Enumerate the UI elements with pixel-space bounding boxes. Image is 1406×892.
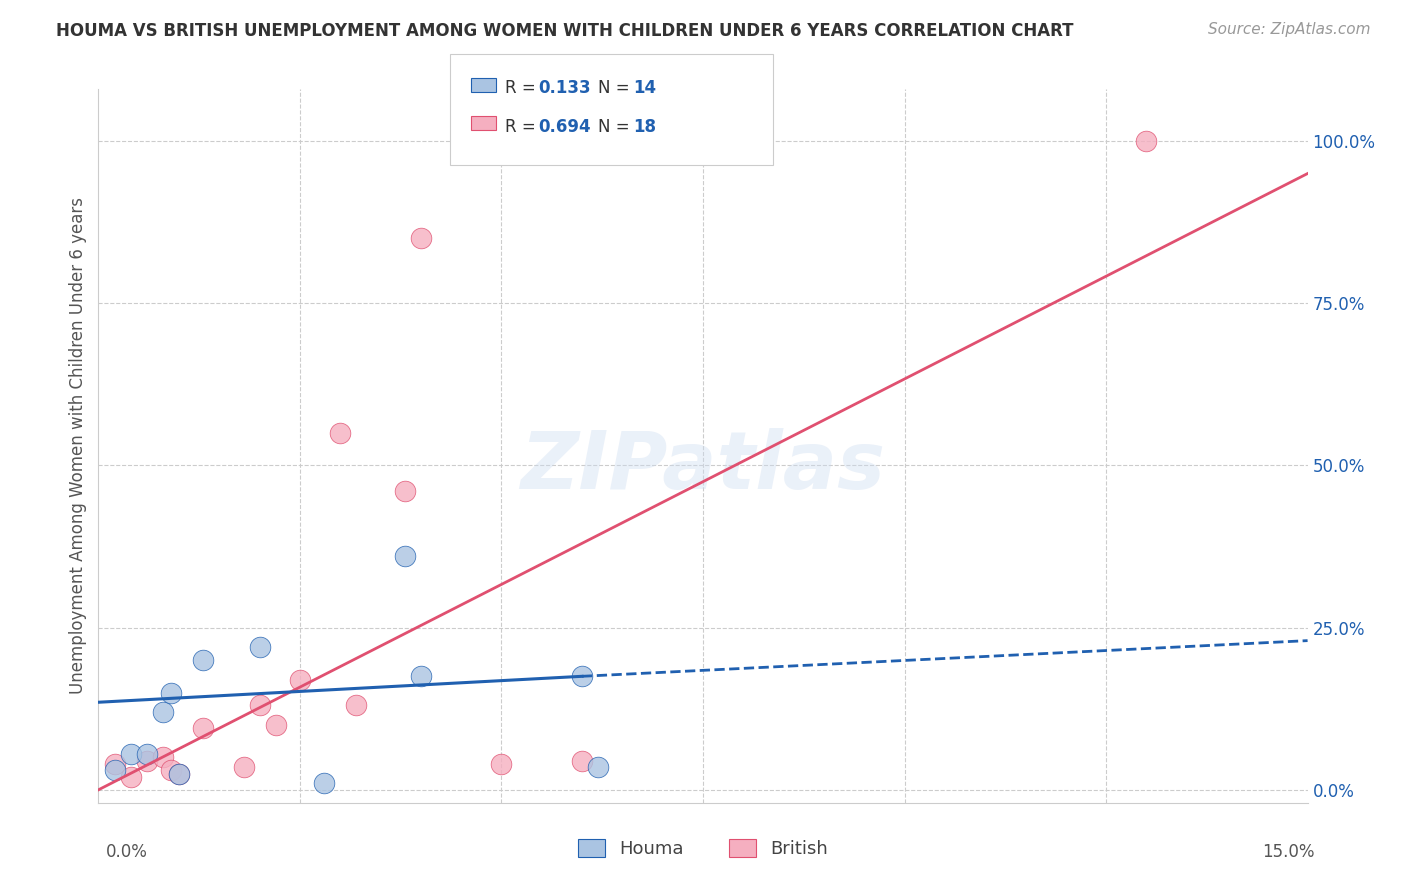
Point: [232, 760, 254, 774]
Point: [167, 766, 190, 780]
Point: [344, 698, 367, 713]
Point: [193, 721, 215, 735]
Point: [135, 747, 157, 761]
Point: [586, 760, 609, 774]
Text: 0.694: 0.694: [538, 118, 591, 136]
Text: 0.0%: 0.0%: [105, 843, 148, 861]
Legend: Houma, British: Houma, British: [571, 831, 835, 865]
Point: [1135, 134, 1157, 148]
Text: 0.133: 0.133: [538, 79, 591, 97]
Point: [135, 754, 157, 768]
Point: [571, 669, 593, 683]
Point: [152, 750, 174, 764]
Y-axis label: Unemployment Among Women with Children Under 6 years: Unemployment Among Women with Children U…: [69, 197, 87, 695]
Text: 15.0%: 15.0%: [1263, 843, 1315, 861]
Point: [288, 673, 311, 687]
Point: [329, 425, 352, 440]
Point: [160, 764, 183, 778]
Point: [160, 685, 183, 699]
Point: [249, 698, 271, 713]
Point: [103, 764, 125, 778]
Text: 14: 14: [633, 79, 655, 97]
Point: [491, 756, 513, 771]
Point: [120, 747, 142, 761]
Point: [193, 653, 215, 667]
Text: R =: R =: [505, 118, 541, 136]
Point: [612, 140, 634, 154]
Text: HOUMA VS BRITISH UNEMPLOYMENT AMONG WOMEN WITH CHILDREN UNDER 6 YEARS CORRELATIO: HOUMA VS BRITISH UNEMPLOYMENT AMONG WOME…: [56, 22, 1074, 40]
Point: [394, 549, 416, 564]
Point: [167, 766, 190, 780]
Point: [409, 669, 432, 683]
Point: [152, 705, 174, 719]
Text: R =: R =: [505, 79, 541, 97]
Point: [249, 640, 271, 654]
Text: ZIPatlas: ZIPatlas: [520, 428, 886, 507]
Point: [409, 231, 432, 245]
Text: Source: ZipAtlas.com: Source: ZipAtlas.com: [1208, 22, 1371, 37]
Text: N =: N =: [598, 118, 634, 136]
Point: [394, 484, 416, 499]
Point: [571, 754, 593, 768]
Point: [103, 756, 125, 771]
Point: [264, 718, 287, 732]
Text: 18: 18: [633, 118, 655, 136]
Point: [314, 776, 336, 790]
Text: N =: N =: [598, 79, 634, 97]
Point: [120, 770, 142, 784]
